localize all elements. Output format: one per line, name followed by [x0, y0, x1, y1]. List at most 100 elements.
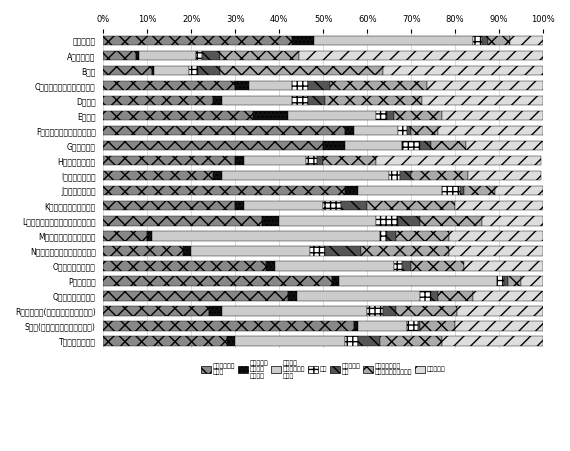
Bar: [222, 306, 367, 316]
Bar: [235, 336, 345, 345]
Bar: [438, 291, 473, 300]
Bar: [292, 81, 308, 91]
Bar: [339, 276, 497, 285]
Bar: [482, 216, 543, 226]
Bar: [398, 126, 407, 135]
Bar: [103, 321, 354, 331]
Bar: [464, 261, 543, 271]
Bar: [431, 141, 466, 151]
Bar: [226, 336, 235, 345]
Bar: [455, 321, 543, 331]
Legend: 正規の職員・
従業員, 労働者派遣
事業所の
派遣社員, パート・
アルバイト・
その他, 役員, 雇人のある
業主, 雇人のない業主
（家庭内職者を含む）, : 正規の職員・ 従業員, 労働者派遣 事業所の 派遣社員, パート・ アルバイト・…: [199, 358, 447, 381]
Bar: [330, 81, 426, 91]
Bar: [292, 36, 315, 46]
Bar: [407, 321, 418, 331]
Bar: [198, 66, 220, 75]
Bar: [182, 246, 192, 256]
Bar: [103, 231, 148, 240]
Bar: [103, 216, 262, 226]
Bar: [148, 231, 152, 240]
Bar: [103, 66, 152, 75]
Bar: [473, 291, 543, 300]
Bar: [103, 276, 332, 285]
Bar: [279, 216, 376, 226]
Bar: [466, 141, 543, 151]
Bar: [380, 231, 387, 240]
Bar: [442, 110, 543, 120]
Bar: [103, 110, 253, 120]
Bar: [235, 156, 244, 166]
Bar: [354, 126, 398, 135]
Bar: [376, 110, 387, 120]
Bar: [387, 231, 396, 240]
Bar: [325, 246, 361, 256]
Bar: [323, 141, 345, 151]
Bar: [457, 306, 543, 316]
Bar: [394, 261, 402, 271]
Bar: [345, 141, 402, 151]
Bar: [103, 336, 226, 345]
Bar: [380, 336, 442, 345]
Bar: [359, 336, 380, 345]
Bar: [103, 201, 235, 211]
Bar: [103, 186, 345, 195]
Bar: [459, 186, 464, 195]
Bar: [438, 126, 543, 135]
Bar: [222, 96, 292, 106]
Bar: [244, 156, 306, 166]
Bar: [103, 36, 292, 46]
Bar: [469, 171, 541, 180]
Bar: [420, 291, 431, 300]
Bar: [420, 141, 431, 151]
Bar: [449, 246, 543, 256]
Bar: [394, 110, 442, 120]
Bar: [361, 246, 449, 256]
Bar: [431, 291, 438, 300]
Bar: [103, 156, 235, 166]
Bar: [103, 81, 235, 91]
Bar: [503, 276, 508, 285]
Bar: [521, 276, 543, 285]
Bar: [213, 96, 222, 106]
Bar: [367, 306, 382, 316]
Bar: [376, 216, 398, 226]
Bar: [235, 81, 249, 91]
Bar: [317, 156, 323, 166]
Bar: [209, 306, 222, 316]
Bar: [449, 231, 543, 240]
Bar: [488, 36, 510, 46]
Bar: [402, 141, 420, 151]
Bar: [306, 156, 317, 166]
Bar: [418, 321, 420, 331]
Bar: [152, 66, 154, 75]
Bar: [359, 186, 442, 195]
Bar: [382, 306, 396, 316]
Bar: [262, 216, 279, 226]
Bar: [396, 306, 457, 316]
Bar: [299, 51, 543, 60]
Bar: [315, 36, 473, 46]
Bar: [411, 261, 464, 271]
Bar: [249, 81, 292, 91]
Bar: [376, 156, 541, 166]
Bar: [345, 186, 359, 195]
Bar: [387, 110, 394, 120]
Bar: [332, 276, 339, 285]
Bar: [323, 201, 341, 211]
Bar: [510, 36, 543, 46]
Bar: [202, 51, 220, 60]
Bar: [103, 291, 288, 300]
Bar: [411, 171, 469, 180]
Bar: [442, 186, 459, 195]
Bar: [422, 96, 543, 106]
Bar: [508, 276, 521, 285]
Bar: [389, 171, 400, 180]
Bar: [407, 126, 411, 135]
Bar: [396, 231, 449, 240]
Bar: [189, 66, 198, 75]
Bar: [382, 66, 543, 75]
Bar: [497, 276, 503, 285]
Bar: [196, 51, 202, 60]
Bar: [341, 201, 367, 211]
Bar: [325, 96, 422, 106]
